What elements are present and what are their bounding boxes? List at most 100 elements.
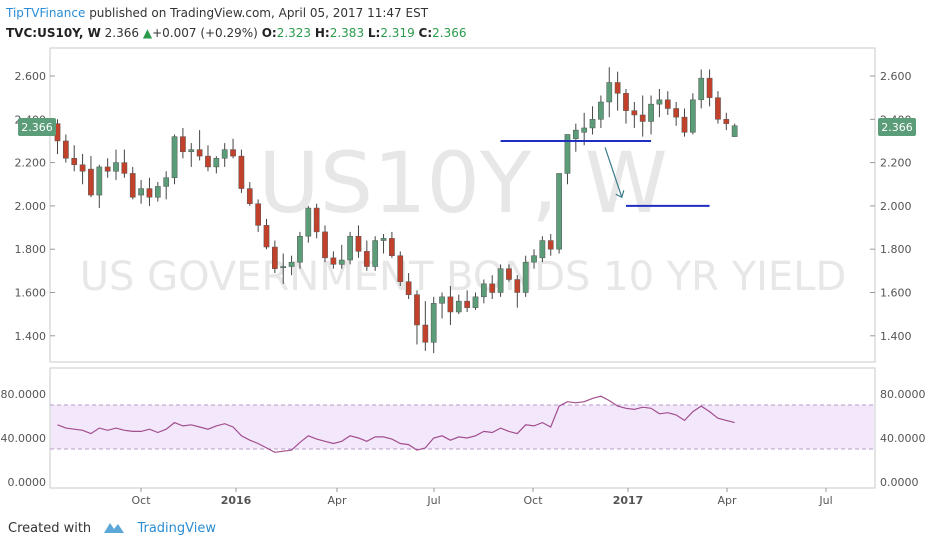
candle-body — [547, 240, 554, 250]
close-label: C: — [418, 26, 433, 40]
created-with-label: Created with — [8, 521, 92, 536]
candle-body — [639, 114, 646, 122]
candle-body — [539, 240, 546, 259]
candle-body — [481, 283, 487, 298]
candle-body — [681, 116, 688, 133]
time-axis-label: Jul — [818, 494, 832, 507]
candle-body — [572, 129, 579, 140]
price-axis-label-right: 1.400 — [880, 330, 912, 343]
price-axis-label-right: 2.200 — [880, 157, 912, 170]
candle-body — [88, 168, 94, 196]
time-axis-label: Jul — [426, 494, 440, 507]
time-axis-label: 2017 — [613, 494, 644, 507]
open-label: O: — [261, 26, 277, 40]
candle-body — [71, 158, 78, 166]
ohlc-legend: TVC:US10Y, W 2.366 ▲+0.007 (+0.29%) O:2.… — [6, 26, 467, 40]
footer: Created with TradingView — [8, 520, 216, 536]
candle-body — [723, 119, 730, 124]
candle-body — [464, 300, 470, 308]
candle-body — [63, 140, 69, 159]
candle-body — [690, 99, 696, 133]
symbol-label: TVC:US10Y, W — [6, 26, 101, 40]
candle-body — [171, 136, 178, 179]
tradingview-logo-icon — [104, 523, 125, 533]
candle-body — [598, 101, 604, 120]
rsi-line — [57, 395, 735, 453]
rsi-axis-label-left: 0.0000 — [8, 476, 47, 489]
publisher-name[interactable]: TipTVFinance — [6, 6, 86, 20]
candle-body — [623, 93, 629, 111]
candle-body — [263, 225, 270, 248]
candle-body — [497, 268, 504, 293]
candle-body — [322, 231, 328, 259]
candle-body — [405, 281, 412, 295]
candle-body — [564, 134, 571, 174]
rsi-axis-label-right: 40.0000 — [880, 432, 926, 445]
tradingview-brand-link[interactable]: TradingView — [137, 521, 216, 536]
time-axis-label: Oct — [131, 494, 151, 507]
price-axis-label-left: 2.600 — [15, 70, 47, 83]
candle-body — [389, 238, 395, 256]
candle-body — [581, 127, 588, 133]
candle-body — [506, 268, 512, 280]
candle-body — [731, 125, 738, 137]
price-axis-label-right: 1.600 — [880, 287, 912, 300]
projection-arrow-line — [604, 147, 623, 198]
candle-body — [414, 294, 420, 326]
candle-body — [422, 324, 429, 343]
candle-body — [556, 173, 562, 250]
candle-body — [430, 303, 437, 343]
watermark-name: US GOVERNMENT BONDS 10 YR YIELD — [80, 254, 847, 300]
candle-body — [648, 103, 654, 122]
candle-body — [305, 207, 312, 237]
candle-body — [363, 251, 370, 267]
candle-body — [121, 162, 128, 174]
candle-body — [531, 255, 537, 263]
candle-body — [522, 261, 529, 293]
candle-body — [455, 300, 462, 313]
candle-body — [338, 259, 345, 265]
low-label: L: — [367, 26, 381, 40]
candle-body — [180, 136, 186, 153]
candle-body — [715, 97, 721, 120]
candle-body — [439, 296, 445, 304]
candle-body — [213, 158, 220, 168]
low-value: 2.319 — [380, 26, 415, 40]
candle-body — [138, 188, 144, 196]
candle-body — [188, 149, 195, 153]
last-price: 2.366 — [104, 26, 140, 40]
watermark-symbol: US10Y, W — [258, 134, 667, 232]
price-axis-label-right: 2.600 — [880, 70, 912, 83]
time-axis-label: Oct — [523, 494, 543, 507]
publish-info: TipTVFinance published on TradingView.co… — [6, 6, 428, 20]
candle-body — [79, 164, 86, 172]
candle-body — [514, 279, 521, 293]
candle-body — [146, 188, 153, 198]
price-panel-frame — [49, 47, 876, 363]
price-axis-label-left: 1.400 — [15, 330, 47, 343]
candle-body — [656, 99, 663, 105]
candle-body — [246, 188, 253, 204]
price-axis-label-right: 2.000 — [880, 200, 912, 213]
candle-body — [230, 149, 236, 157]
open-value: 2.323 — [276, 26, 312, 40]
left-price-badge — [18, 118, 56, 136]
time-axis-label: Apr — [327, 494, 347, 507]
candle-body — [347, 235, 353, 261]
time-axis-label: 2016 — [221, 494, 252, 507]
rsi-axis-label-left: 40.0000 — [1, 432, 47, 445]
candle-body — [664, 99, 671, 109]
price-axis-label-left: 1.600 — [15, 287, 47, 300]
change-up-icon: ▲ — [142, 26, 153, 40]
time-axis-label: Apr — [717, 494, 737, 507]
candle-body — [489, 283, 496, 293]
candle-body — [589, 119, 596, 129]
candle-body — [154, 186, 161, 198]
candle-body — [272, 246, 278, 269]
candle-body — [472, 296, 479, 308]
candle-body — [196, 149, 203, 157]
candle-body — [397, 255, 404, 282]
candle-body — [606, 82, 613, 103]
right-price-badge-label: 2.366 — [881, 121, 913, 134]
